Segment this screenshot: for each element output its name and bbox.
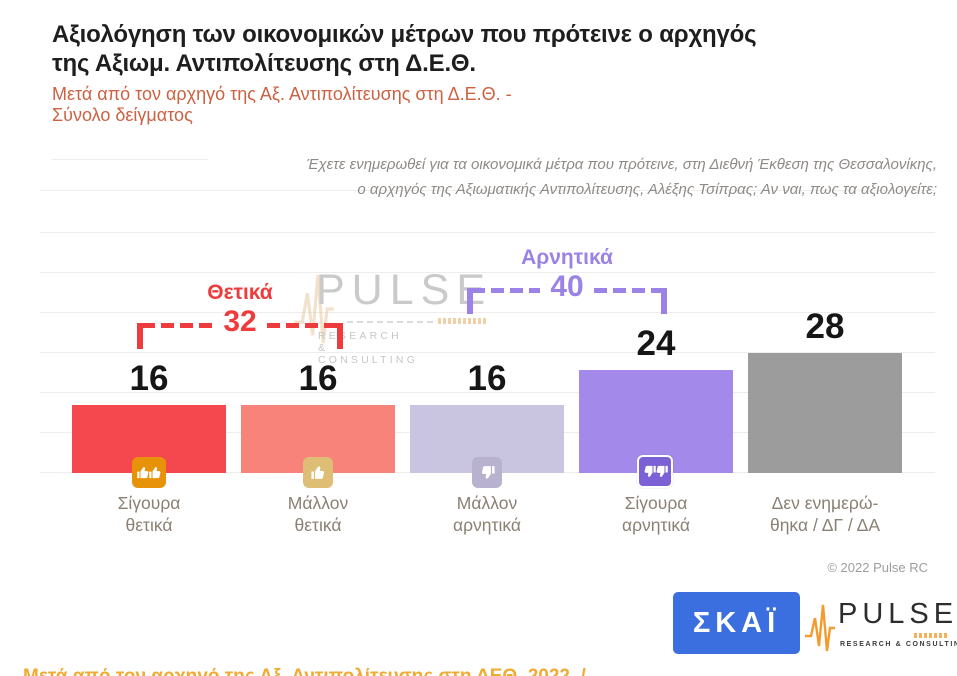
gridline [40, 232, 935, 233]
group-bracket-positive: Θετικά 32 [137, 281, 343, 351]
bracket-dash-line [594, 288, 662, 293]
gridline [40, 312, 935, 313]
survey-question: Έχετε ενημερωθεί για τα οικονομικά μέτρα… [307, 152, 937, 202]
pulse-logo-tagline: RESEARCH & CONSULTING [840, 641, 957, 648]
category-label: Μάλλον θετικά [287, 493, 349, 535]
bar-value: 16 [129, 359, 169, 398]
bracket-end-icon [467, 288, 473, 314]
bar-not-informed [748, 353, 902, 473]
skai-logo: ΣΚΑΪ [673, 592, 800, 654]
pulse-logo: PULSE RESEARCH & CONSULTING [802, 596, 957, 660]
pulse-watermark-wordmark: PULSE [316, 266, 493, 314]
gridline [40, 190, 935, 191]
gridline [40, 352, 935, 353]
gridline [40, 392, 935, 393]
group-label-positive: Θετικά [207, 281, 273, 304]
category-label: Σίγουρα θετικά [117, 493, 181, 535]
bar-value: 28 [805, 307, 845, 346]
page-title-line1: Αξιολόγηση των οικονομικών μέτρων που πρ… [52, 21, 757, 48]
page-title-line2: της Αξιωμ. Αντιπολίτευσης στη Δ.Ε.Θ. [52, 50, 476, 77]
pulse-logo-wordmark: PULSE [838, 598, 957, 630]
category-label: Μάλλον αρνητικά [452, 493, 521, 535]
group-bracket-negative: Αρνητικά 40 [467, 246, 667, 316]
group-value-negative: 40 [550, 270, 584, 303]
bracket-end-icon [137, 323, 143, 349]
category-label: Σίγουρα αρνητικά [621, 493, 690, 535]
pulse-mini-mark [438, 318, 486, 324]
pulse-waveform-icon [294, 274, 334, 344]
page-subtitle-line2: Σύνολο δείγματος [52, 105, 193, 125]
group-value-positive: 32 [223, 305, 257, 338]
pulse-mini-mark [914, 633, 948, 638]
thumbs-down-icon [472, 457, 502, 488]
bar-value: 16 [298, 359, 338, 398]
page-subtitle-line1: Μετά από τον αρχηγό της Αξ. Αντιπολίτευσ… [52, 84, 512, 104]
gridline [52, 159, 208, 160]
double-thumbs-up-icon [132, 457, 166, 488]
survey-question-line2: ο αρχηγός της Αξιωματικής Αντιπολίτευσης… [357, 181, 937, 198]
category-label: Δεν ενημερώ- θηκα / ΔΓ / ΔΑ [769, 493, 881, 535]
thumbs-up-icon [303, 457, 333, 488]
survey-question-line1: Έχετε ενημερωθεί για τα οικονομικά μέτρα… [306, 156, 937, 173]
gridline [40, 272, 935, 273]
bracket-dash-line [267, 323, 338, 328]
source-note: Μετά από τον αρχηγό της Αξ. Αντιπολίτευσ… [23, 602, 586, 676]
bar-value: 16 [467, 359, 507, 398]
copyright-note: © 2022 Pulse RC [827, 560, 928, 575]
pulse-waveform-icon [805, 604, 835, 652]
bracket-dash-line [142, 323, 213, 328]
double-thumbs-down-icon [637, 455, 673, 488]
page-subtitle: Μετά από τον αρχηγό της Αξ. Αντιπολίτευσ… [52, 84, 512, 126]
bracket-dash-line [472, 288, 540, 293]
bracket-end-icon [661, 288, 667, 314]
bar-value: 24 [636, 324, 676, 363]
page-title: Αξιολόγηση των οικονομικών μέτρων που πρ… [52, 20, 757, 78]
bracket-end-icon [337, 323, 343, 349]
source-note-line1: Μετά από τον αρχηγό της Αξ. Αντιπολίτευσ… [23, 662, 586, 676]
pulse-watermark-rule [347, 321, 433, 323]
group-label-negative: Αρνητικά [521, 246, 613, 269]
